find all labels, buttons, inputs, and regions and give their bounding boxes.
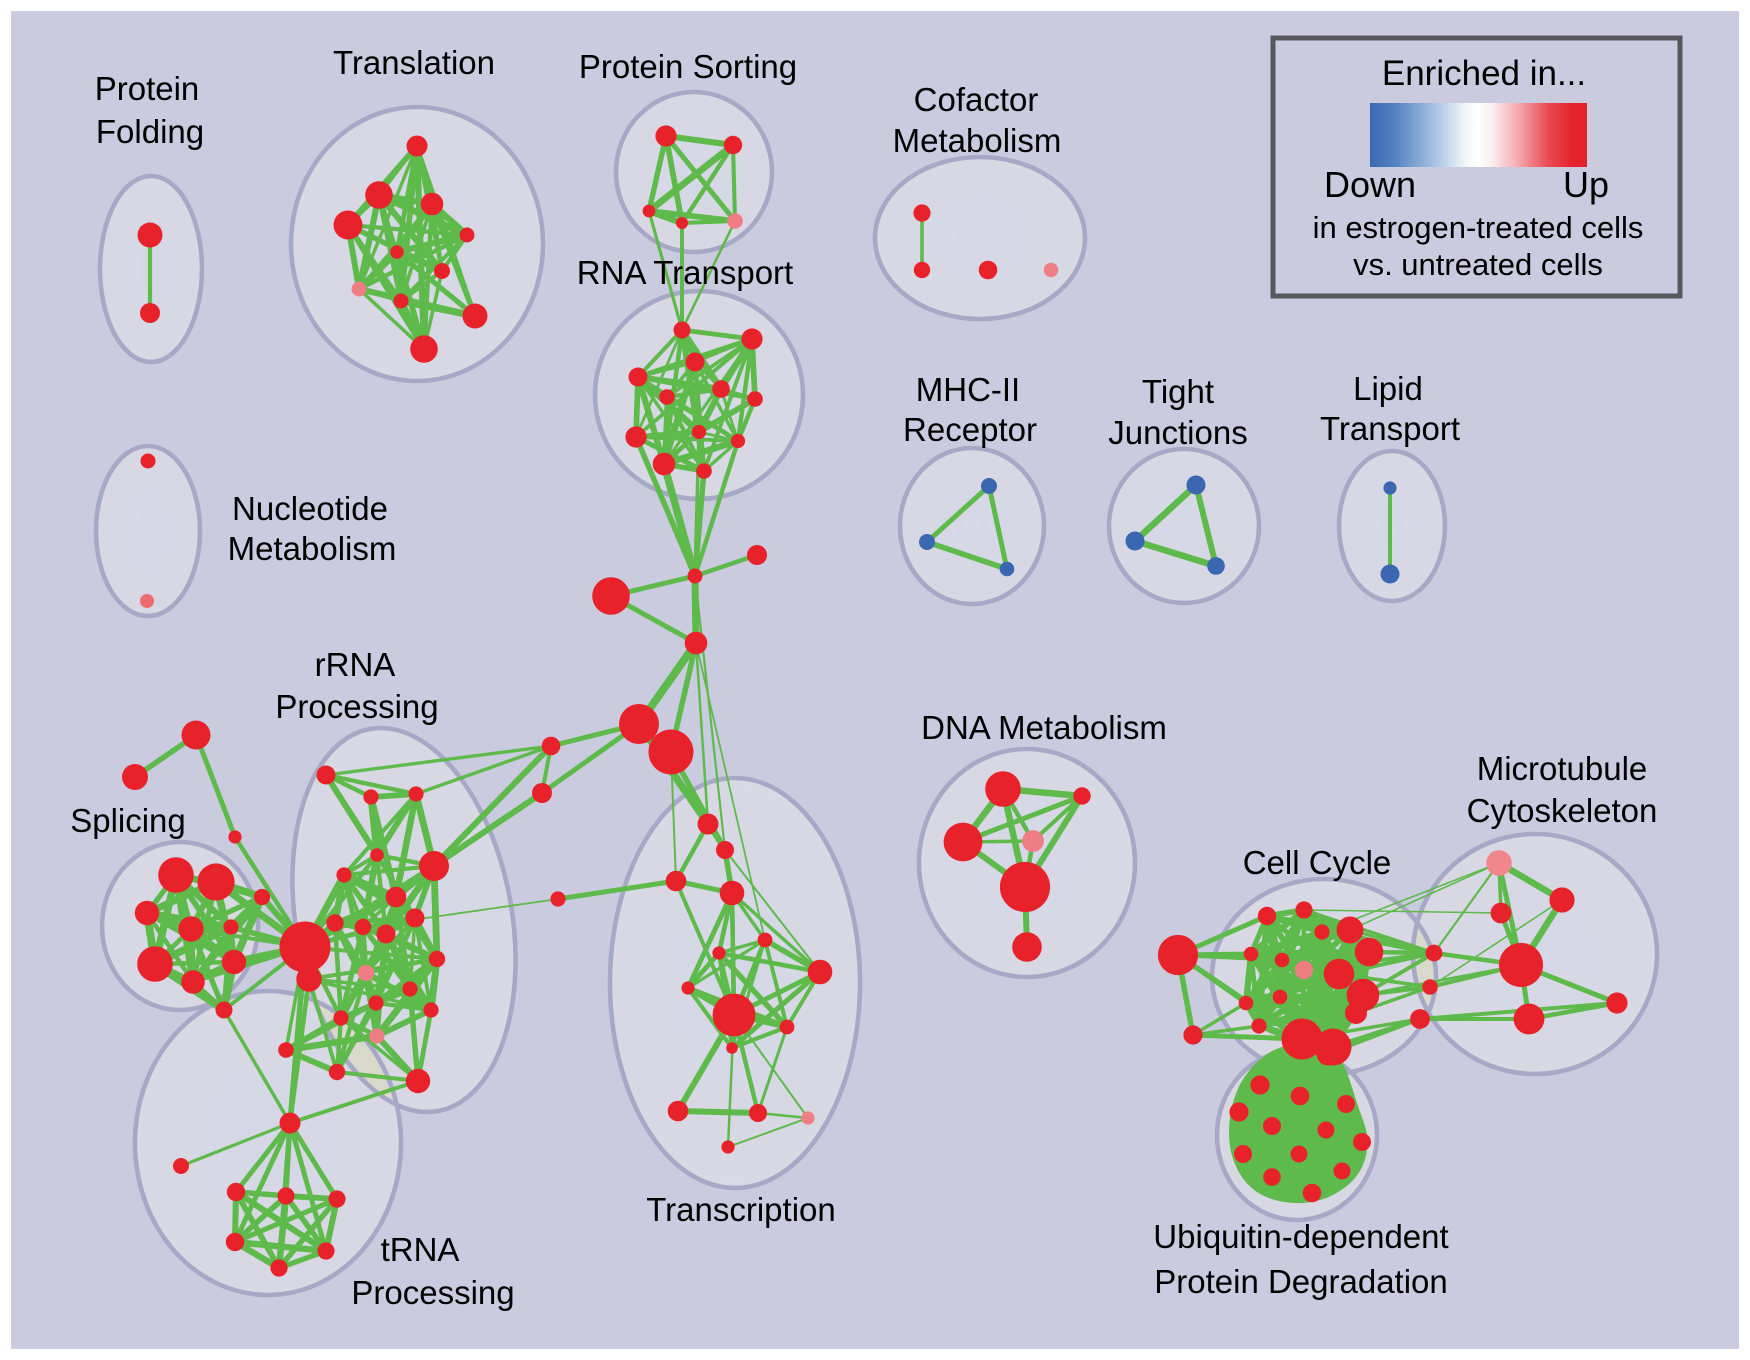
svg-text:Junctions: Junctions [1108, 414, 1247, 451]
svg-text:Cofactor: Cofactor [914, 81, 1039, 118]
svg-text:Down: Down [1324, 164, 1416, 205]
svg-text:Metabolism: Metabolism [893, 122, 1062, 159]
svg-text:vs. untreated cells: vs. untreated cells [1353, 247, 1603, 282]
svg-text:Metabolism: Metabolism [228, 530, 397, 567]
svg-text:Processing: Processing [351, 1274, 514, 1311]
svg-text:Protein Degradation: Protein Degradation [1154, 1263, 1448, 1300]
svg-text:Lipid: Lipid [1353, 370, 1423, 407]
svg-text:Translation: Translation [333, 44, 495, 81]
svg-text:Protein: Protein [95, 70, 200, 107]
svg-text:Cell Cycle: Cell Cycle [1243, 844, 1392, 881]
svg-text:Transport: Transport [1320, 410, 1460, 447]
svg-text:in estrogen-treated cells: in estrogen-treated cells [1313, 210, 1644, 245]
svg-text:Ubiquitin-dependent: Ubiquitin-dependent [1153, 1218, 1448, 1255]
svg-text:MHC-II: MHC-II [916, 371, 1020, 408]
svg-text:Tight: Tight [1142, 373, 1214, 410]
svg-text:rRNA: rRNA [315, 646, 396, 683]
svg-text:RNA Transport: RNA Transport [577, 254, 793, 291]
svg-text:Enriched in...: Enriched in... [1382, 54, 1586, 93]
svg-text:Microtubule: Microtubule [1477, 750, 1648, 787]
svg-text:Processing: Processing [275, 688, 438, 725]
svg-text:Receptor: Receptor [903, 411, 1037, 448]
svg-text:Protein Sorting: Protein Sorting [579, 48, 797, 85]
svg-text:Up: Up [1563, 164, 1609, 205]
svg-text:tRNA: tRNA [381, 1231, 460, 1268]
svg-text:DNA Metabolism: DNA Metabolism [921, 709, 1167, 746]
svg-text:Folding: Folding [96, 113, 204, 150]
svg-text:Nucleotide: Nucleotide [232, 490, 388, 527]
svg-text:Transcription: Transcription [646, 1191, 836, 1228]
svg-text:Cytoskeleton: Cytoskeleton [1467, 792, 1658, 829]
svg-text:Splicing: Splicing [70, 802, 186, 839]
